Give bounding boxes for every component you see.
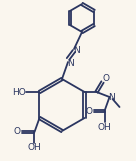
Text: O: O: [85, 106, 92, 115]
Text: OH: OH: [98, 123, 111, 132]
Text: N: N: [74, 46, 80, 55]
Text: N: N: [67, 58, 73, 67]
Text: OH: OH: [28, 143, 41, 152]
Text: O: O: [102, 74, 109, 82]
Text: HO: HO: [13, 87, 26, 96]
Text: O: O: [14, 128, 21, 137]
Text: N: N: [108, 93, 115, 101]
